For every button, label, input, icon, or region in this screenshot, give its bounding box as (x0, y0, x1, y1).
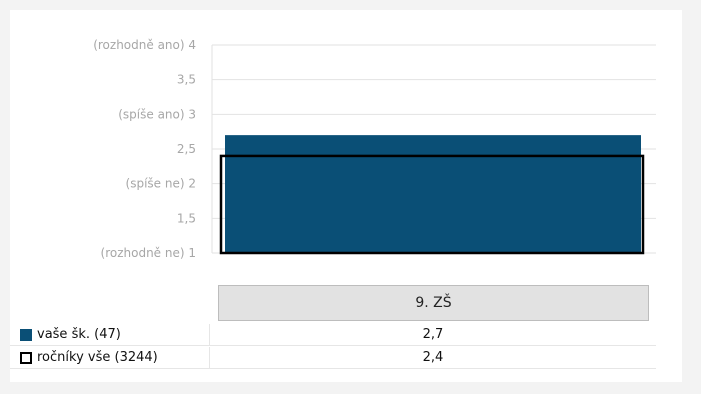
legend-row-all-grades: ročníky vše (3244) 2,4 (10, 347, 656, 369)
series-swatch-filled (20, 328, 32, 341)
chart-panel: (rozhodně ano) 4 3,5 (spíše ano) 3 2,5 (spíš… (10, 10, 682, 382)
bar-all-grades (219, 154, 645, 255)
y-tick-label: (rozhodně ano) 4 (93, 38, 196, 52)
y-tick-label: 1,5 (177, 211, 196, 225)
series-swatch-outline (20, 351, 32, 364)
bar-your-school (225, 135, 641, 253)
y-tick-label: 3,5 (177, 73, 196, 87)
y-tick-label: (spíše ano) 3 (118, 107, 196, 121)
series-value-your-school: 2,7 (422, 327, 444, 342)
y-tick-label: (spíše ne) 2 (126, 177, 196, 191)
series-label-all-grades: ročníky vše (3244) (37, 350, 158, 365)
series-value-all-grades: 2,4 (422, 350, 444, 365)
chart-plot: (rozhodně ano) 4 3,5 (spíše ano) 3 2,5 (spíš… (93, 38, 656, 260)
y-tick-label: (rozhodně ne) 1 (101, 246, 196, 260)
legend-row-your-school: vaše šk. (47) 2,7 (10, 324, 656, 346)
category-label: 9. ZŠ (218, 285, 649, 321)
y-tick-label: 2,5 (177, 142, 196, 156)
series-label-your-school: vaše šk. (47) (37, 327, 121, 342)
